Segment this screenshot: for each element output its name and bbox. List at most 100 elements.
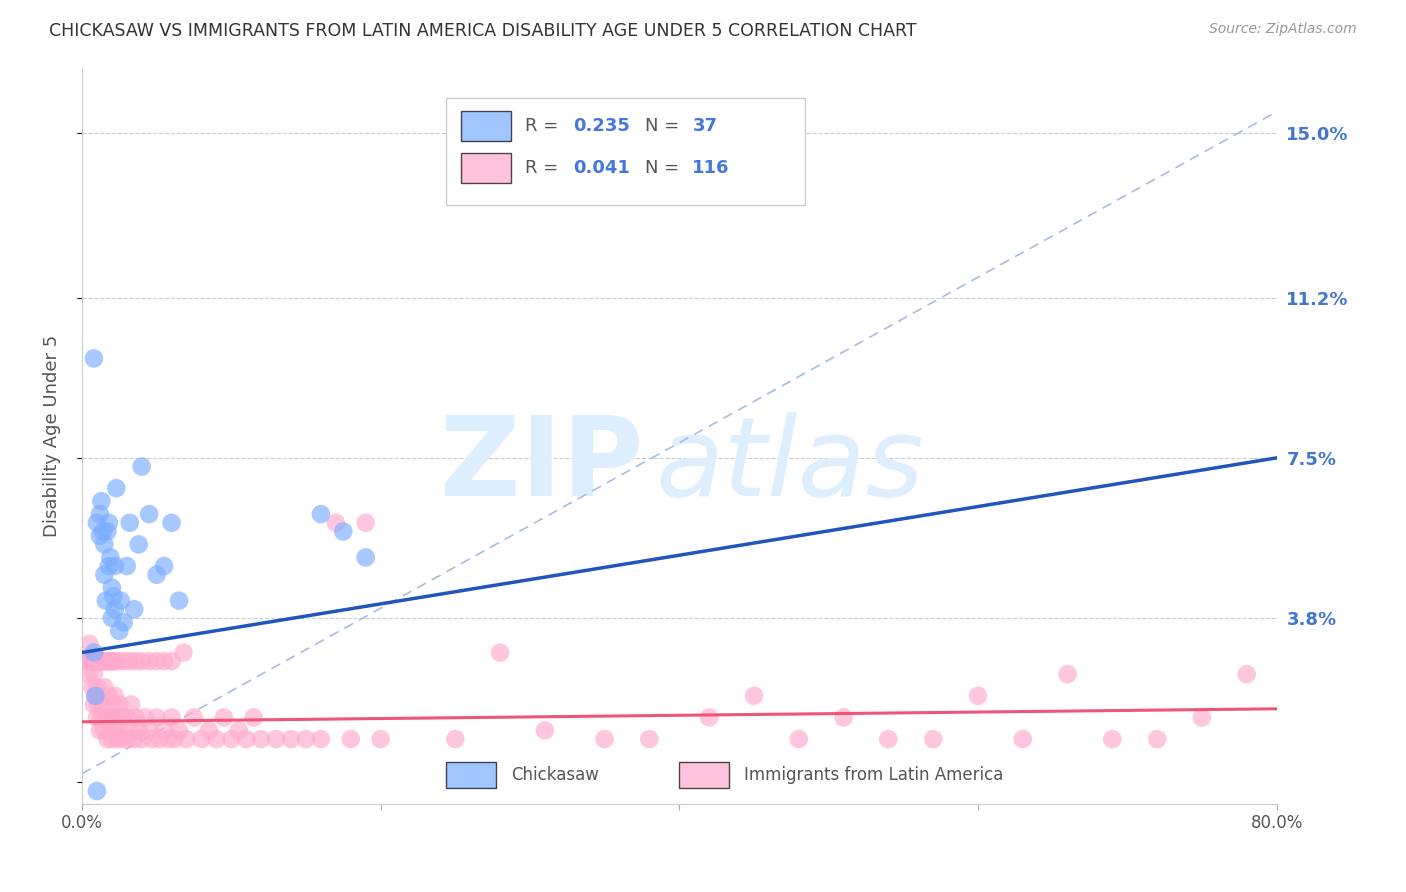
Point (103, 698, 125, 712)
Point (104, 559, 127, 574)
Text: R =: R = (526, 117, 564, 135)
Point (138, 723, 160, 738)
Text: R =: R = (526, 159, 564, 177)
Point (131, 654, 153, 668)
Point (183, 710, 205, 724)
Point (98, 654, 121, 668)
Point (250, 732, 273, 747)
Point (173, 646, 195, 660)
Point (91, 524, 114, 539)
Point (82, 680, 104, 694)
Point (163, 732, 186, 747)
Point (80, 654, 103, 668)
Point (108, 698, 131, 712)
Point (89, 654, 111, 668)
Point (1056, 667, 1078, 681)
Point (93, 680, 115, 694)
Point (160, 710, 183, 724)
Point (125, 654, 148, 668)
Point (153, 723, 176, 738)
FancyBboxPatch shape (461, 153, 510, 183)
Point (98, 723, 121, 738)
Point (922, 732, 945, 747)
Point (105, 710, 128, 724)
Point (1146, 732, 1168, 747)
Point (153, 654, 176, 668)
Point (877, 732, 900, 747)
Point (104, 689, 127, 703)
Point (89, 507, 111, 521)
Point (87, 698, 110, 712)
Point (90, 710, 112, 724)
Point (82, 654, 104, 668)
Text: Chickasaw: Chickasaw (510, 765, 599, 783)
Point (96, 524, 118, 539)
Point (104, 654, 127, 668)
Text: 116: 116 (692, 159, 730, 177)
Point (742, 689, 765, 703)
Point (122, 602, 145, 616)
Point (104, 723, 127, 738)
Point (89, 529, 111, 543)
Point (93, 723, 115, 738)
Point (90, 494, 112, 508)
Point (94, 654, 117, 668)
Point (138, 654, 160, 668)
Point (115, 710, 138, 724)
Point (354, 516, 377, 530)
Point (167, 723, 190, 738)
Point (153, 559, 176, 574)
Point (697, 710, 720, 724)
Point (967, 689, 990, 703)
Text: CHICKASAW VS IMMIGRANTS FROM LATIN AMERICA DISABILITY AGE UNDER 5 CORRELATION CH: CHICKASAW VS IMMIGRANTS FROM LATIN AMERI… (49, 22, 917, 40)
Point (280, 732, 302, 747)
Point (638, 732, 661, 747)
Point (104, 602, 127, 616)
Point (219, 732, 242, 747)
Point (167, 593, 190, 607)
Point (84, 689, 107, 703)
Point (309, 732, 332, 747)
Point (86, 516, 108, 530)
Point (97, 516, 120, 530)
Point (832, 710, 855, 724)
Text: N =: N = (644, 159, 685, 177)
Point (91, 698, 114, 712)
Text: Immigrants from Latin America: Immigrants from Latin America (744, 765, 1002, 783)
Point (97, 559, 120, 574)
Point (112, 654, 135, 668)
Point (105, 481, 128, 495)
Text: 37: 37 (692, 117, 717, 135)
Point (593, 732, 616, 747)
Point (84, 654, 107, 668)
Point (97, 710, 120, 724)
FancyBboxPatch shape (461, 112, 510, 141)
Point (83, 646, 105, 660)
FancyBboxPatch shape (446, 98, 804, 204)
Point (242, 710, 264, 724)
Point (489, 646, 512, 660)
Point (787, 732, 810, 747)
Point (309, 507, 332, 521)
Point (98, 550, 121, 565)
Y-axis label: Disability Age Under 5: Disability Age Under 5 (44, 335, 60, 537)
Point (96, 732, 118, 747)
Point (190, 732, 212, 747)
Point (97, 654, 120, 668)
Point (86, 784, 108, 798)
Point (339, 732, 361, 747)
Point (83, 667, 105, 681)
Point (228, 723, 250, 738)
Point (205, 732, 228, 747)
Point (212, 710, 235, 724)
Point (83, 351, 105, 366)
Point (103, 590, 125, 604)
Point (149, 732, 172, 747)
Point (122, 732, 145, 747)
Point (112, 732, 135, 747)
Point (108, 624, 131, 638)
Point (176, 732, 198, 747)
Point (145, 567, 167, 582)
Point (444, 732, 467, 747)
Point (157, 732, 180, 747)
